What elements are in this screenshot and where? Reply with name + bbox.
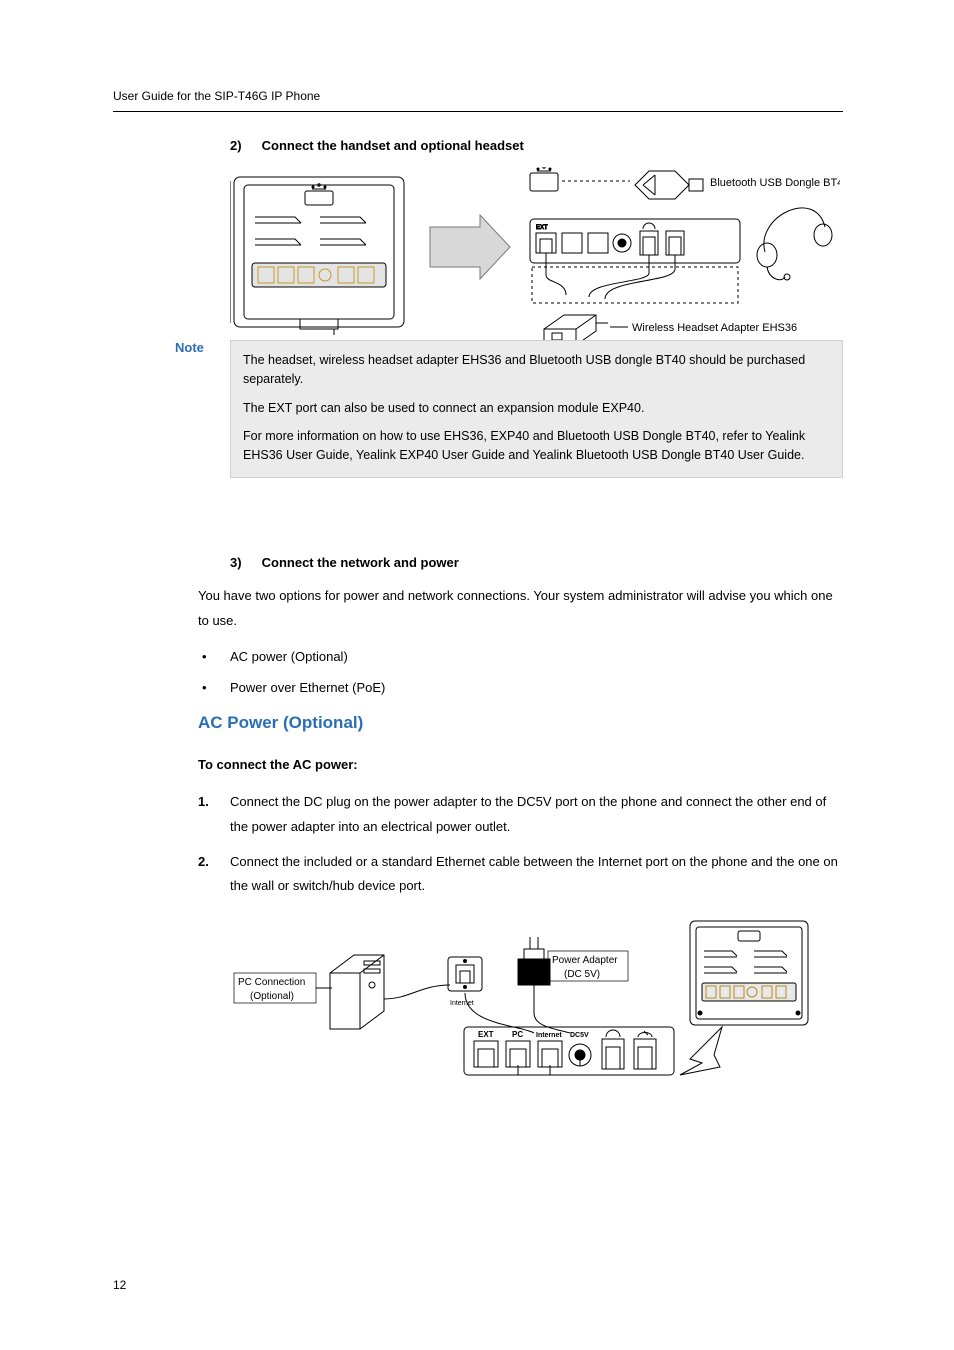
section-2: 2) Connect the handset and optional head… [230, 138, 843, 368]
svg-text:EXT: EXT [536, 225, 548, 231]
to-connect-heading: To connect the AC power: [198, 757, 843, 772]
section3-num: 3) [230, 555, 258, 570]
section-3: 3) Connect the network and power You hav… [230, 555, 843, 1116]
note-block: Note The headset, wireless headset adapt… [113, 340, 843, 478]
header-title: User Guide for the SIP-T46G IP Phone [113, 89, 320, 103]
port-internet: Internet [536, 1032, 562, 1039]
port-dc5v: DC5V [570, 1032, 589, 1039]
bullet-1: AC power (Optional) [230, 649, 843, 664]
page-number: 12 [113, 1278, 126, 1292]
step2-num: 2. [198, 850, 209, 875]
step1-text: Connect the DC plug on the power adapter… [230, 794, 826, 834]
section3-heading: 3) Connect the network and power [230, 555, 843, 570]
svg-text:Internet: Internet [450, 1000, 474, 1007]
step-1: 1. Connect the DC plug on the power adap… [230, 790, 843, 839]
ehs-label: Wireless Headset Adapter EHS36 [632, 322, 797, 334]
bullet-list: AC power (Optional) Power over Ethernet … [230, 649, 843, 695]
note-label: Note [175, 340, 204, 355]
pc-label-1: PC Connection [238, 977, 305, 988]
ac-power-heading: AC Power (Optional) [198, 713, 843, 733]
section2-num: 2) [230, 138, 258, 153]
bt-dongle-label: Bluetooth USB Dongle BT40 [710, 177, 840, 189]
note-p2: The EXT port can also be used to connect… [243, 399, 830, 418]
section2-heading: 2) Connect the handset and optional head… [230, 138, 843, 153]
port-pc: PC [512, 1030, 523, 1039]
port-ext: EXT [478, 1030, 494, 1039]
section3-title: Connect the network and power [262, 555, 459, 570]
figure-power: PC Connection (Optional) Internet [220, 915, 843, 1100]
step1-num: 1. [198, 790, 209, 815]
figure-headset: Bluetooth USB Dongle BT40 EXT [230, 167, 843, 352]
bullet-2: Power over Ethernet (PoE) [230, 680, 843, 695]
page-header: User Guide for the SIP-T46G IP Phone [113, 89, 843, 112]
section2-title: Connect the handset and optional headset [262, 138, 524, 153]
pc-label-2: (Optional) [250, 991, 294, 1002]
section3-intro: You have two options for power and netwo… [198, 584, 843, 633]
note-box: The headset, wireless headset adapter EH… [230, 340, 843, 478]
step-2: 2. Connect the included or a standard Et… [230, 850, 843, 899]
note-p3: For more information on how to use EHS36… [243, 427, 830, 465]
pa-label-1: Power Adapter [552, 955, 618, 966]
numbered-steps: 1. Connect the DC plug on the power adap… [230, 790, 843, 899]
step2-text: Connect the included or a standard Ether… [230, 854, 838, 894]
pa-label-2: (DC 5V) [564, 969, 600, 980]
note-p1: The headset, wireless headset adapter EH… [243, 351, 830, 389]
